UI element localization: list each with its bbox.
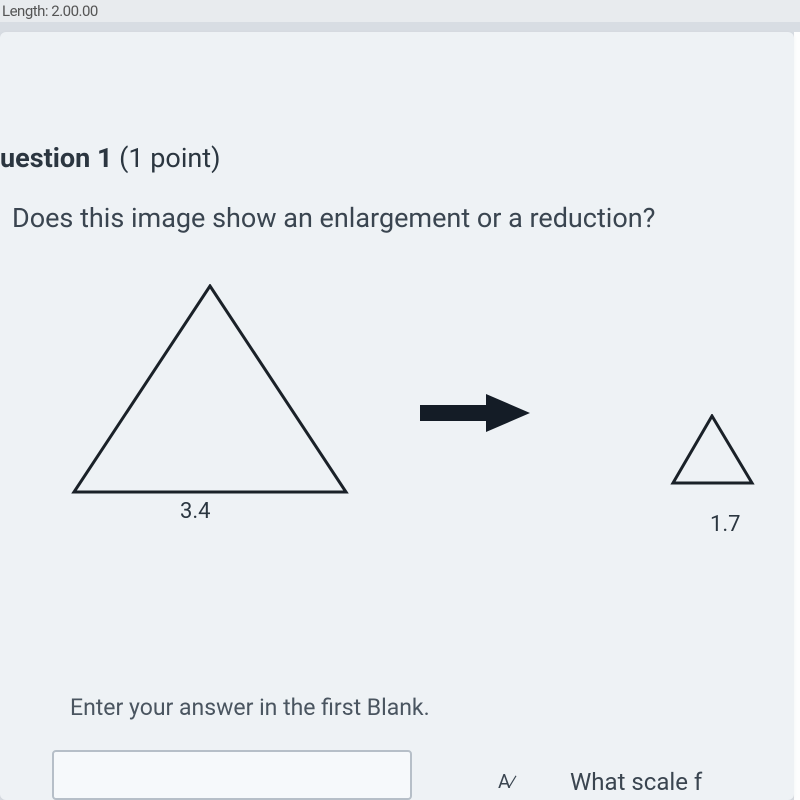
question-header: uestion 1 (1 point) [0, 142, 774, 174]
question-points: (1 point) [119, 142, 220, 174]
triangle-large-label: 3.4 [180, 499, 211, 524]
arrow-icon [420, 394, 530, 436]
next-question-fragment: What scale f [570, 768, 702, 796]
top-strip: Length: 2.00.00 [0, 0, 800, 22]
answer-input[interactable] [52, 750, 412, 800]
right-edge-strip [794, 32, 800, 800]
question-prompt: Does this image show an enlargement or a… [12, 202, 774, 234]
figure-row: 3.4 1.7 [0, 274, 774, 529]
format-icon[interactable]: A⁄ [498, 770, 515, 793]
question-number: uestion 1 [0, 142, 112, 174]
triangle-small-label: 1.7 [710, 512, 741, 537]
triangle-small [670, 414, 755, 490]
length-text: Length: 2.00.00 [2, 2, 98, 20]
question-panel: uestion 1 (1 point) Does this image show… [0, 32, 794, 800]
answer-instruction: Enter your answer in the first Blank. [70, 694, 430, 721]
triangle-large [70, 284, 350, 496]
